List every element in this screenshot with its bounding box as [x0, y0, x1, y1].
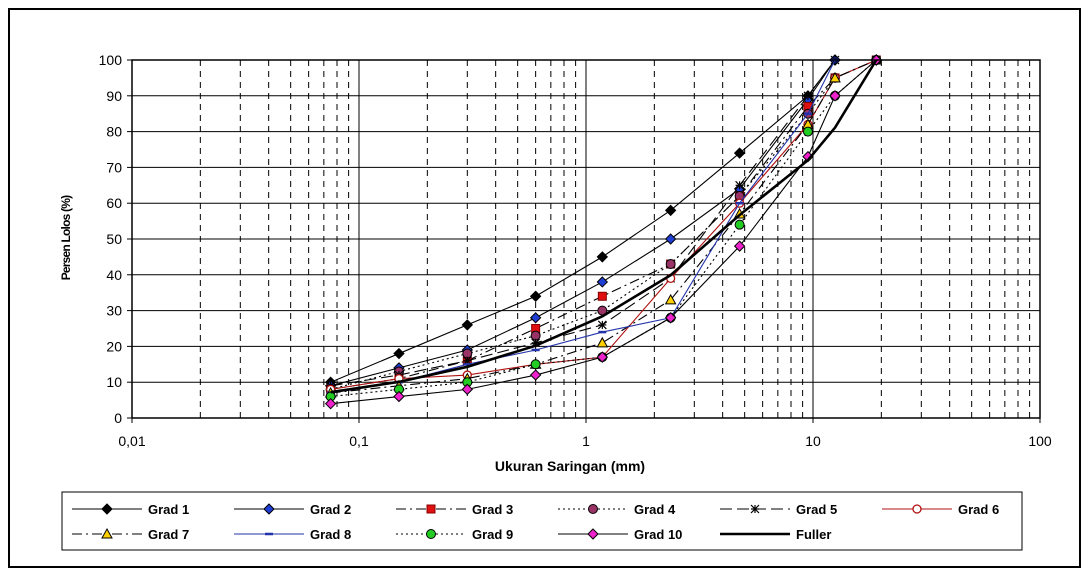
legend-item-fuller: Fuller — [720, 527, 831, 542]
legend-item-grad-7: Grad 7 — [72, 527, 189, 542]
y-tick-label: 10 — [106, 374, 122, 390]
data-point — [733, 240, 746, 252]
x-tick-label: 10 — [805, 433, 821, 449]
data-point — [735, 180, 745, 190]
series-fuller — [330, 59, 878, 394]
data-point — [529, 312, 542, 324]
series-line — [330, 59, 877, 390]
data-point — [829, 71, 841, 83]
data-point — [597, 291, 607, 301]
data-point — [803, 91, 813, 101]
series-line — [330, 59, 877, 387]
data-point — [664, 204, 677, 217]
legend-label: Grad 6 — [958, 502, 999, 517]
series-grad-10 — [324, 54, 882, 410]
y-tick-label: 40 — [106, 267, 122, 283]
data-point — [529, 369, 542, 381]
legend-item-grad-8: Grad 8 — [234, 527, 351, 542]
data-point — [530, 330, 541, 341]
y-tick-label: 50 — [106, 231, 122, 247]
data-point — [462, 348, 473, 359]
y-tick-label: 0 — [114, 410, 122, 426]
data-point — [530, 359, 541, 370]
series-grad-1 — [324, 54, 882, 388]
legend-label: Grad 1 — [148, 502, 189, 517]
data-point — [664, 293, 677, 305]
data-point — [461, 383, 474, 396]
x-tick-label: 0,01 — [118, 433, 145, 449]
legend-label: Grad 5 — [796, 502, 837, 517]
series-line — [330, 59, 877, 390]
chart-frame — [8, 8, 1081, 568]
legend-label: Grad 10 — [634, 527, 682, 542]
data-point — [596, 276, 609, 288]
data-point — [596, 351, 609, 363]
data-point — [664, 233, 677, 245]
data-point — [734, 219, 745, 230]
y-tick-label: 20 — [106, 338, 122, 354]
y-axis-title: Persen Lolos (%) — [59, 195, 73, 280]
data-point — [393, 390, 405, 403]
data-point — [529, 290, 542, 302]
y-tick-label: 60 — [106, 195, 122, 211]
data-point — [587, 528, 599, 540]
axis-layer: 0 10 20 30 40 50 60 70 80 90 100 0,01 0,1 1 10 100 — [99, 52, 1052, 449]
legend-label: Grad 2 — [310, 502, 351, 517]
legend-item-grad-9: Grad 9 — [396, 527, 513, 542]
data-point — [912, 504, 922, 514]
series-line — [330, 59, 877, 394]
data-point — [263, 503, 275, 515]
data-point — [802, 126, 813, 137]
data-point — [426, 504, 436, 514]
legend-item-grad-10: Grad 10 — [558, 527, 682, 542]
series-line — [330, 59, 877, 405]
data-point — [596, 336, 609, 348]
data-point — [665, 259, 676, 270]
y-tick-label: 70 — [106, 159, 122, 175]
x-tick-label: 0,1 — [349, 433, 369, 449]
data-point — [596, 251, 609, 263]
y-tick-label: 80 — [106, 124, 122, 140]
series-grad-7 — [324, 53, 883, 398]
data-point — [426, 529, 436, 539]
x-axis-title: Ukuran Saringan (mm) — [495, 458, 645, 474]
legend-item-grad-4: Grad 4 — [558, 502, 676, 517]
legend-item-grad-2: Grad 2 — [234, 502, 351, 517]
y-tick-label: 100 — [99, 52, 123, 68]
legend-label: Fuller — [796, 527, 831, 542]
series-layer — [324, 53, 883, 410]
legend-label: Grad 7 — [148, 527, 189, 542]
data-point — [101, 527, 113, 539]
legend-item-grad-3: Grad 3 — [396, 502, 513, 517]
legend-item-grad-5: Grad 5 — [720, 502, 837, 517]
data-point — [588, 504, 598, 514]
data-point — [101, 503, 113, 515]
x-tick-label: 1 — [582, 433, 590, 449]
data-point — [324, 397, 337, 410]
y-tick-label: 90 — [106, 88, 122, 104]
data-point — [750, 504, 760, 514]
data-point — [597, 320, 607, 330]
data-point — [393, 347, 405, 360]
series-line — [330, 59, 877, 383]
legend-label: Grad 8 — [310, 527, 351, 542]
data-point — [664, 312, 677, 324]
y-tick-label: 30 — [106, 303, 122, 319]
data-point — [461, 319, 474, 331]
data-point — [733, 147, 746, 159]
series-line — [330, 59, 878, 394]
data-point — [829, 90, 841, 102]
legend-label: Grad 4 — [634, 502, 676, 517]
legend-label: Grad 3 — [472, 502, 513, 517]
grid-layer — [131, 59, 1041, 419]
legend-label: Grad 9 — [472, 527, 513, 542]
legend-box — [61, 491, 1023, 551]
legend-item-grad-1: Grad 1 — [72, 502, 189, 517]
legend: Grad 1 Grad 2 Grad 3 Grad 4 Grad 5 Grad 6 Grad… — [61, 491, 1023, 551]
legend-item-grad-6: Grad 6 — [882, 502, 999, 517]
series-line — [330, 59, 877, 387]
x-tick-label: 100 — [1028, 433, 1052, 449]
